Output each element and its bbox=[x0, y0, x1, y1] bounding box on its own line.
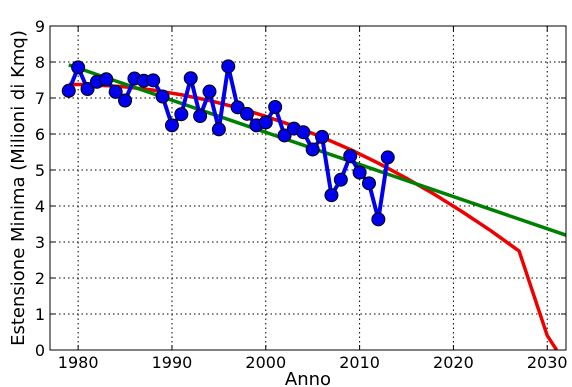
data-point bbox=[80, 82, 95, 96]
x-axis-title: Anno bbox=[285, 369, 331, 387]
y-tick-label: 4 bbox=[35, 197, 45, 216]
data-point bbox=[343, 148, 358, 163]
plot-frame bbox=[49, 25, 567, 351]
data-point bbox=[164, 118, 179, 133]
y-tick-label: 0 bbox=[35, 341, 45, 360]
data-point bbox=[305, 142, 320, 157]
y-tick-label: 9 bbox=[35, 17, 45, 36]
data-point bbox=[277, 128, 292, 143]
y-tick-label: 7 bbox=[35, 89, 45, 108]
data-point bbox=[108, 84, 123, 99]
data-point bbox=[221, 59, 236, 74]
data-point bbox=[240, 106, 255, 121]
ticks: 1980 1990 2000 2010 2020 2030 0 1 2 3 4 5 6 7 8 9 bbox=[35, 17, 568, 372]
y-tick-label: 6 bbox=[35, 125, 45, 144]
data-point bbox=[155, 89, 170, 104]
data-point bbox=[118, 93, 133, 108]
data-point bbox=[361, 176, 376, 191]
data-point bbox=[296, 125, 311, 140]
data-point bbox=[324, 188, 339, 203]
data-point bbox=[380, 150, 395, 165]
grid bbox=[50, 25, 566, 351]
data-point bbox=[258, 115, 273, 130]
data-point bbox=[193, 109, 208, 123]
data-point bbox=[174, 107, 189, 122]
data-point bbox=[333, 172, 348, 187]
y-tick-label: 8 bbox=[35, 53, 45, 72]
data-point bbox=[71, 60, 86, 75]
x-tick-label: 2030 bbox=[527, 353, 568, 372]
x-tick-label: 2000 bbox=[245, 353, 286, 372]
data-point bbox=[352, 165, 367, 180]
series-layer bbox=[61, 59, 566, 350]
data-point bbox=[99, 72, 114, 87]
data-point bbox=[268, 100, 283, 114]
x-tick-label: 1990 bbox=[152, 353, 193, 372]
data-point bbox=[371, 212, 386, 227]
data-point bbox=[315, 129, 330, 144]
quadratic-fit-line bbox=[68, 82, 559, 350]
data-point bbox=[211, 122, 226, 137]
y-tick-label: 3 bbox=[35, 233, 45, 252]
y-tick-label: 5 bbox=[35, 161, 45, 180]
data-point bbox=[202, 84, 217, 99]
x-tick-label: 2010 bbox=[339, 353, 380, 372]
data-point bbox=[61, 83, 76, 98]
y-axis-title: Estensione Minima (Milioni di Kmq) bbox=[8, 30, 29, 346]
x-tick-label: 2020 bbox=[433, 353, 474, 372]
y-tick-label: 1 bbox=[35, 305, 45, 324]
x-tick-label: 1980 bbox=[58, 353, 99, 372]
data-point bbox=[146, 73, 161, 88]
y-tick-label: 2 bbox=[35, 269, 45, 288]
data-point bbox=[183, 71, 198, 86]
